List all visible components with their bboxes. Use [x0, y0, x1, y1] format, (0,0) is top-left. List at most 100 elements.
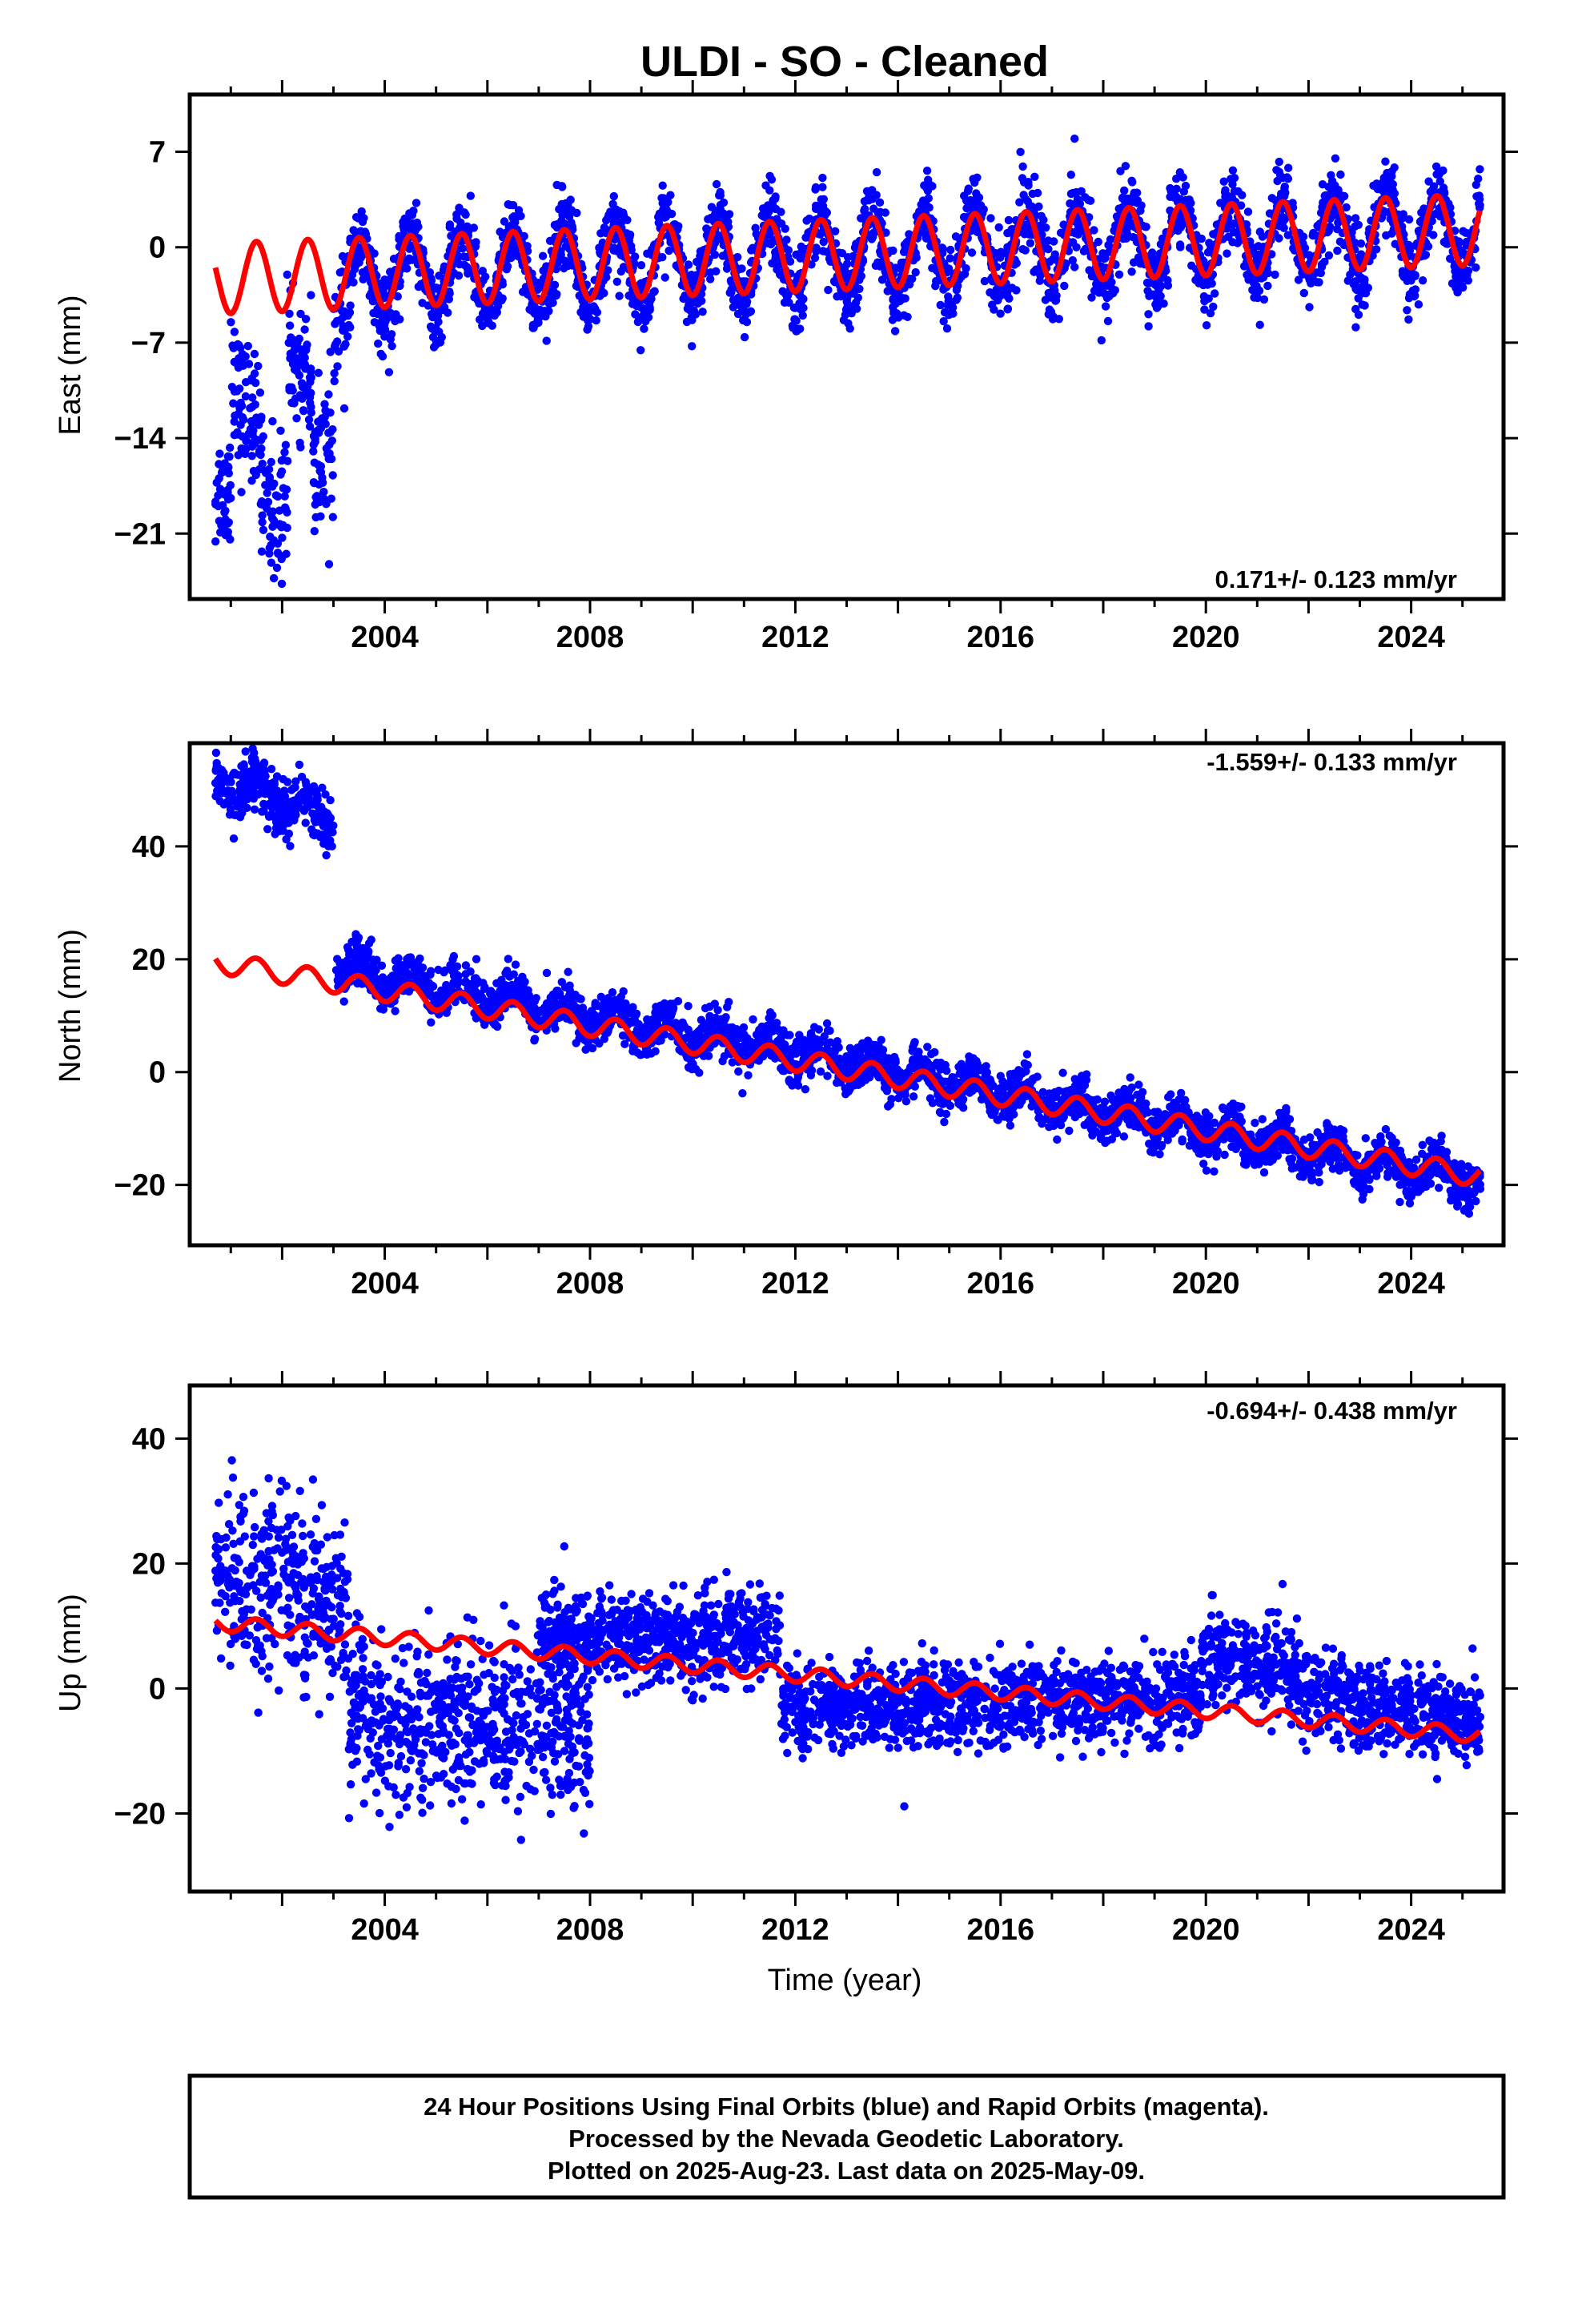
north-data-point: [504, 955, 512, 963]
east-data-point: [953, 293, 962, 302]
east-data-point: [1351, 279, 1359, 288]
north-data-point: [241, 747, 250, 756]
east-x-tick-label: 2012: [761, 621, 829, 654]
east-data-point: [328, 425, 337, 434]
east-data-point: [300, 360, 310, 369]
east-data-point: [1060, 281, 1069, 291]
east-data-point: [998, 288, 1007, 297]
east-data-point: [967, 248, 977, 257]
east-data-point: [612, 277, 621, 286]
east-data-point: [1156, 239, 1166, 249]
east-data-point: [283, 508, 291, 517]
east-data-point: [833, 292, 841, 301]
east-y-tick-label: 7: [149, 136, 166, 170]
east-data-point: [821, 207, 830, 215]
east-data-point: [661, 273, 669, 282]
east-data-point: [325, 449, 334, 458]
east-data-point: [818, 173, 827, 183]
east-data-point: [231, 411, 239, 420]
east-data-point: [258, 511, 267, 520]
east-data-point: [248, 438, 257, 448]
north-data-point: [318, 783, 327, 792]
east-data-point: [247, 476, 256, 485]
east-data-point: [466, 191, 475, 200]
east-data-point: [683, 304, 693, 313]
east-data-point: [538, 251, 548, 260]
east-data-point: [215, 517, 224, 525]
east-data-point: [1066, 199, 1074, 208]
east-data-point: [871, 261, 881, 270]
east-data-point: [375, 321, 384, 331]
east-data-point: [318, 414, 327, 423]
east-data-point: [296, 309, 305, 319]
east-data-point: [318, 478, 327, 487]
east-data-point: [432, 324, 440, 332]
east-data-point: [733, 252, 742, 262]
east-data-point: [1074, 230, 1082, 239]
east-data-point: [291, 354, 300, 363]
east-data-point: [1453, 287, 1462, 297]
east-x-tick-label: 2004: [351, 621, 419, 654]
east-data-point: [1278, 212, 1287, 222]
north-data-point: [291, 777, 300, 786]
east-data-point: [279, 521, 287, 529]
east-data-point: [1199, 278, 1208, 287]
east-data-point: [299, 352, 308, 361]
east-data-point: [706, 213, 716, 223]
north-data-point: [318, 830, 327, 839]
east-data-point: [842, 294, 852, 303]
east-data-point: [939, 285, 948, 294]
north-y-axis-label: North (mm): [54, 929, 87, 1083]
east-data-point: [899, 311, 909, 320]
east-data-point: [306, 364, 315, 373]
east-data-point: [242, 436, 251, 446]
east-data-point: [706, 275, 715, 283]
east-data-point: [211, 537, 220, 546]
east-data-point: [445, 220, 455, 229]
east-data-point: [1424, 177, 1433, 186]
north-data-point: [391, 1007, 400, 1015]
east-data-point: [391, 310, 400, 319]
east-data-point: [1025, 202, 1034, 211]
east-data-point: [1133, 196, 1142, 205]
east-data-point: [1305, 303, 1314, 312]
north-data-point: [258, 807, 267, 816]
north-data-point: [227, 786, 236, 795]
east-data-point: [1041, 296, 1050, 304]
east-data-point: [1141, 223, 1150, 231]
east-data-point: [719, 209, 728, 218]
east-data-point: [760, 211, 769, 219]
east-data-point: [1327, 171, 1335, 179]
east-data-point: [1277, 191, 1286, 200]
east-data-point: [1129, 258, 1138, 267]
east-x-tick-label: 2008: [556, 621, 624, 654]
north-data-point: [247, 758, 257, 766]
east-data-point: [235, 384, 244, 393]
north-data-point: [219, 800, 228, 809]
east-data-point: [1299, 288, 1309, 298]
east-data-point: [561, 207, 570, 215]
east-data-point: [1423, 242, 1433, 251]
east-data-point: [268, 416, 277, 426]
east-data-point: [592, 308, 602, 317]
east-data-point: [1097, 336, 1106, 345]
east-data-point: [247, 376, 256, 385]
east-data-point: [1405, 290, 1415, 299]
east-data-point: [520, 231, 528, 241]
east-data-point: [1233, 239, 1243, 247]
east-panel: 0.171+/- 0.123 mm/yr East (mm): [54, 295, 1457, 593]
east-data-point: [857, 271, 866, 280]
east-data-point: [513, 251, 522, 260]
east-data-point: [1329, 210, 1339, 219]
east-data-point: [790, 315, 800, 324]
east-data-point: [248, 393, 257, 402]
east-data-point: [387, 341, 396, 351]
east-data-point: [1081, 244, 1090, 253]
east-data-point: [1100, 254, 1109, 263]
east-data-point: [1252, 255, 1261, 263]
east-data-point: [1120, 186, 1129, 195]
east-data-point: [942, 324, 952, 333]
east-data-point: [963, 187, 973, 195]
east-data-point: [305, 422, 315, 431]
east-data-point: [1012, 259, 1022, 267]
